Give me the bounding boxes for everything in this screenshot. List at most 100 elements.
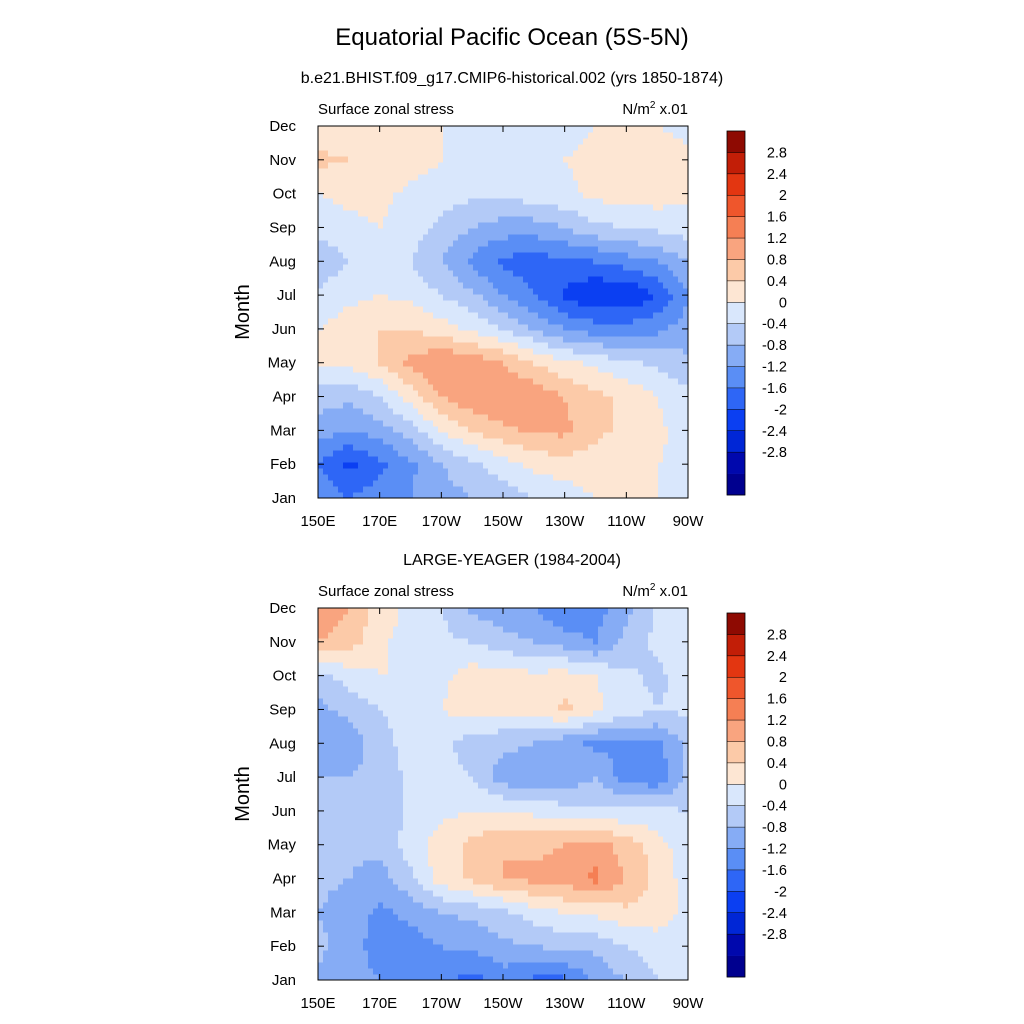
contour-cell xyxy=(413,318,419,325)
contour-cell xyxy=(633,336,639,343)
contour-cell xyxy=(398,306,404,313)
contour-cell xyxy=(643,432,649,439)
contour-cell xyxy=(448,354,454,361)
contour-cell xyxy=(498,962,504,969)
contour-cell xyxy=(618,420,624,427)
contour-cell xyxy=(643,216,649,223)
contour-cell xyxy=(328,240,334,247)
contour-cell xyxy=(468,156,474,163)
contour-cell xyxy=(628,168,634,175)
contour-cell xyxy=(633,156,639,163)
contour-cell xyxy=(378,348,384,355)
contour-cell xyxy=(363,354,369,361)
contour-cell xyxy=(678,264,684,271)
contour-cell xyxy=(388,240,394,247)
contour-cell xyxy=(653,962,659,969)
contour-cell xyxy=(398,186,404,193)
contour-cell xyxy=(533,408,539,415)
contour-cell xyxy=(368,342,374,349)
contour-cell xyxy=(623,438,629,445)
contour-cell xyxy=(533,396,539,403)
contour-cell xyxy=(588,336,594,343)
y-axis-label: Month xyxy=(232,284,254,340)
contour-cell xyxy=(428,306,434,313)
contour-cell xyxy=(418,252,424,259)
contour-cell xyxy=(623,312,629,319)
contour-cell xyxy=(358,486,364,493)
contour-cell xyxy=(403,444,409,451)
contour-cell xyxy=(443,300,449,307)
contour-cell xyxy=(403,282,409,289)
contour-cell xyxy=(433,228,439,235)
contour-cell xyxy=(453,372,459,379)
contour-cell xyxy=(508,282,514,289)
contour-cell xyxy=(558,246,564,253)
contour-cell xyxy=(378,162,384,169)
contour-cell xyxy=(468,132,474,139)
contour-cell xyxy=(593,312,599,319)
contour-cell xyxy=(408,492,414,499)
contour-cell xyxy=(333,426,339,433)
contour-cell xyxy=(578,180,584,187)
contour-cell xyxy=(523,396,529,403)
contour-cell xyxy=(558,300,564,307)
contour-cell xyxy=(558,132,564,139)
contour-cell xyxy=(533,348,539,355)
contour-cell xyxy=(548,342,554,349)
contour-cell xyxy=(578,366,584,373)
contour-cell xyxy=(558,384,564,391)
contour-cell xyxy=(588,204,594,211)
contour-cell xyxy=(428,492,434,499)
contour-cell xyxy=(408,360,414,367)
contour-cell xyxy=(588,354,594,361)
contour-cell xyxy=(498,348,504,355)
contour-cell xyxy=(388,438,394,445)
contour-cell xyxy=(613,300,619,307)
contour-cell xyxy=(368,438,374,445)
contour-cell xyxy=(413,246,419,253)
contour-cell xyxy=(573,348,579,355)
contour-cell xyxy=(323,432,329,439)
contour-cell xyxy=(403,974,409,981)
contour-cell xyxy=(608,962,614,969)
contour-cell xyxy=(503,432,509,439)
contour-cell xyxy=(538,156,544,163)
contour-cell xyxy=(578,492,584,499)
contour-cell xyxy=(553,378,559,385)
contour-cell xyxy=(408,342,414,349)
contour-cell xyxy=(373,162,379,169)
contour-cell xyxy=(378,426,384,433)
contour-cell xyxy=(533,186,539,193)
contour-cell xyxy=(633,492,639,499)
contour-cell xyxy=(448,312,454,319)
contour-cell xyxy=(413,192,419,199)
contour-cell xyxy=(618,408,624,415)
contour-cell xyxy=(373,186,379,193)
contour-cell xyxy=(503,168,509,175)
contour-cell xyxy=(358,414,364,421)
contour-cell xyxy=(528,168,534,175)
contour-cell xyxy=(363,360,369,367)
contour-cell xyxy=(453,390,459,397)
contour-cell xyxy=(568,414,574,421)
contour-cell xyxy=(623,168,629,175)
contour-cell xyxy=(413,474,419,481)
contour-cell xyxy=(663,384,669,391)
contour-cell xyxy=(548,216,554,223)
contour-cell xyxy=(603,468,609,475)
contour-cell xyxy=(563,438,569,445)
contour-cell xyxy=(358,348,364,355)
contour-cell xyxy=(528,348,534,355)
contour-cell xyxy=(323,216,329,223)
contour-cell xyxy=(348,432,354,439)
contour-cell xyxy=(373,330,379,337)
contour-cell xyxy=(573,156,579,163)
contour-cell xyxy=(553,168,559,175)
contour-cell xyxy=(598,246,604,253)
contour-cell xyxy=(403,198,409,205)
contour-cell xyxy=(368,492,374,499)
contour-cell xyxy=(653,210,659,217)
contour-cell xyxy=(473,150,479,157)
contour-cell xyxy=(608,396,614,403)
contour-cell xyxy=(558,282,564,289)
